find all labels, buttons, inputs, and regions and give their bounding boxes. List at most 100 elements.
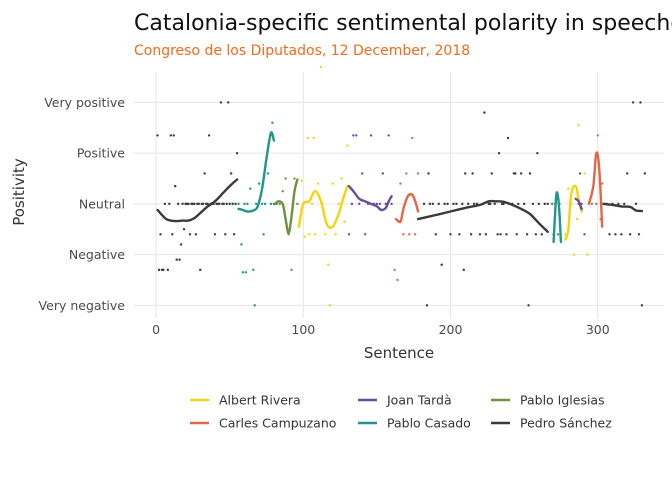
data-point [461,202,464,206]
y-axis-title: Positivity [10,158,28,226]
data-point [219,101,223,104]
data-point [596,134,599,137]
trend-line [574,197,583,211]
data-point [213,233,217,236]
data-point [281,189,284,193]
x-axis-title: Sentence [364,344,434,362]
data-point [614,233,617,236]
data-point [313,233,317,236]
data-point [227,101,230,104]
data-point [425,304,429,307]
y-tick-label: Negative [69,247,125,262]
trend-line [237,131,276,213]
y-tick-label: Very negative [39,298,126,313]
data-point [235,151,239,155]
data-point [162,268,165,272]
trend-line [564,184,583,241]
data-point [290,268,293,272]
data-point [174,184,177,188]
data-point [590,202,594,206]
data-point [203,172,206,175]
data-point [617,202,620,206]
data-point [378,202,382,206]
data-point [360,172,364,175]
data-point [328,304,332,307]
data-point [240,243,243,246]
data-point [375,202,379,206]
data-point [472,202,476,206]
data-point [517,202,520,206]
data-point [241,271,245,274]
data-point [369,134,373,137]
data-point [172,134,175,137]
data-point [231,202,234,206]
data-point [537,202,541,206]
data-point [387,134,390,137]
data-point [296,202,299,206]
data-point [266,172,270,175]
data-point [176,202,180,206]
data-point [179,243,183,246]
data-point [340,177,343,180]
data-point [643,172,647,175]
data-point [440,263,443,266]
data-point [347,233,351,236]
data-point [608,233,611,236]
data-point [402,233,405,236]
trend-line [156,178,239,223]
data-point [575,217,579,221]
data-point [631,101,635,104]
data-point [496,233,499,236]
data-point [157,268,161,272]
data-point [201,202,205,206]
data-point [159,233,162,236]
data-point [207,134,211,137]
data-point [405,172,408,175]
data-point [188,233,192,236]
data-point [484,233,488,236]
data-point [428,202,432,206]
trend-line [552,191,563,244]
data-point [156,134,159,137]
legend-label: Carles Campuzano [219,416,336,431]
data-point [399,182,402,185]
data-point [466,202,470,206]
data-point [346,144,349,147]
legend-label: Joan Tardà [386,393,452,408]
data-point [331,182,334,185]
y-axis: Very positive Positive Neutral Negative Very… [39,95,126,313]
data-point [187,202,190,206]
data-point [193,202,196,206]
trend-line [274,178,299,235]
data-point [306,136,309,140]
data-point [271,121,274,124]
data-point [363,233,367,236]
data-point [312,136,315,140]
data-point [337,202,340,206]
data-point [257,182,261,185]
data-point [293,177,296,180]
data-point [583,172,586,175]
data-point [278,202,281,206]
data-point [229,172,233,175]
trend-line [587,151,604,228]
legend-label: Pablo Casado [387,416,471,431]
data-point [637,233,641,236]
data-point [260,202,264,206]
data-point [206,202,209,206]
data-point [543,202,546,206]
data-point [408,233,411,236]
data-point [199,268,202,272]
data-point [324,233,327,236]
data-point [232,233,236,236]
x-tick-label: 300 [586,322,610,337]
data-point [244,271,248,274]
data-point [446,202,449,206]
data-point [514,172,517,175]
data-point [431,202,435,206]
data-point [639,101,642,104]
data-point [515,233,518,236]
data-point [583,233,586,236]
data-point [334,233,337,236]
